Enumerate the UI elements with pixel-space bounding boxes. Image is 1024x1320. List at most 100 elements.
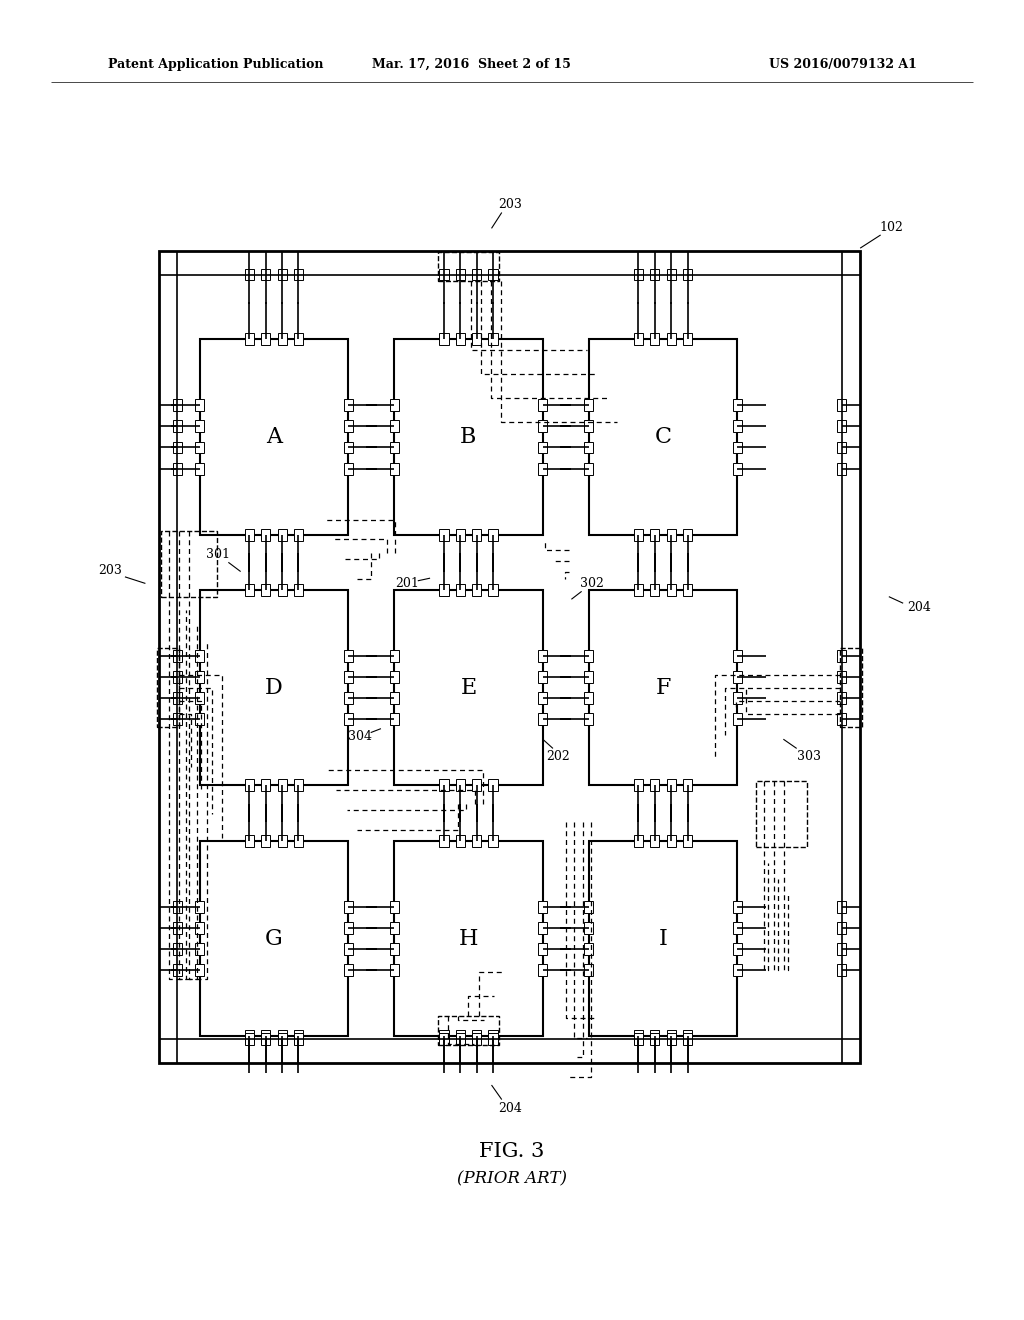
Bar <box>650 779 659 791</box>
Bar <box>200 841 348 1036</box>
Bar <box>667 583 676 595</box>
Bar <box>733 923 741 935</box>
Bar <box>389 902 399 913</box>
Bar <box>488 1032 498 1045</box>
Bar <box>733 651 741 663</box>
Bar <box>733 902 741 913</box>
Text: 203: 203 <box>498 198 522 211</box>
Bar <box>195 713 205 726</box>
Bar <box>584 942 594 956</box>
Bar <box>634 583 643 595</box>
Bar <box>343 671 352 684</box>
Bar <box>195 441 205 454</box>
Bar <box>394 339 543 535</box>
Bar <box>584 651 594 663</box>
Bar <box>733 964 741 977</box>
Bar <box>278 836 287 847</box>
Bar <box>733 671 741 684</box>
Bar <box>838 923 847 935</box>
Bar <box>634 836 643 847</box>
Bar <box>667 528 676 541</box>
Bar <box>584 923 594 935</box>
Bar <box>733 942 741 956</box>
Text: US 2016/0079132 A1: US 2016/0079132 A1 <box>769 58 916 71</box>
Bar <box>245 583 254 595</box>
Bar <box>733 441 741 454</box>
Bar <box>172 964 182 977</box>
Bar <box>245 333 254 345</box>
Bar <box>472 333 481 345</box>
Bar <box>294 779 303 791</box>
Bar <box>389 713 399 726</box>
Bar <box>389 463 399 475</box>
Bar <box>634 779 643 791</box>
Bar <box>278 779 287 791</box>
Bar <box>838 420 847 433</box>
Bar <box>667 333 676 345</box>
Bar <box>294 583 303 595</box>
Bar <box>472 1032 481 1045</box>
Bar <box>195 923 205 935</box>
Bar <box>343 463 352 475</box>
Bar <box>245 528 254 541</box>
Bar <box>261 779 270 791</box>
Bar <box>838 671 847 684</box>
Bar <box>389 651 399 663</box>
Bar <box>584 399 594 412</box>
Bar <box>343 923 352 935</box>
Bar <box>456 528 465 541</box>
Bar <box>439 268 449 280</box>
Bar <box>472 268 481 280</box>
Bar <box>838 713 847 726</box>
Bar <box>456 583 465 595</box>
Bar <box>389 923 399 935</box>
Bar <box>539 399 548 412</box>
Bar <box>584 441 594 454</box>
Text: 303: 303 <box>797 750 821 763</box>
Bar <box>584 902 594 913</box>
Bar <box>195 942 205 956</box>
Bar <box>261 836 270 847</box>
Text: E: E <box>461 677 476 698</box>
Text: 304: 304 <box>348 730 373 743</box>
Bar <box>472 1030 481 1043</box>
Bar <box>683 333 692 345</box>
Bar <box>172 942 182 956</box>
Bar <box>650 528 659 541</box>
Bar <box>172 441 182 454</box>
Bar <box>172 651 182 663</box>
Bar <box>634 333 643 345</box>
Bar <box>439 1030 449 1043</box>
Bar <box>667 779 676 791</box>
Bar <box>634 268 643 280</box>
Bar <box>667 1032 676 1045</box>
Bar <box>683 528 692 541</box>
Bar <box>294 1032 303 1045</box>
Bar <box>539 651 548 663</box>
Bar <box>539 463 548 475</box>
Bar <box>488 779 498 791</box>
Bar <box>584 964 594 977</box>
Bar <box>343 713 352 726</box>
Bar <box>589 339 737 535</box>
Bar <box>389 420 399 433</box>
Text: (PRIOR ART): (PRIOR ART) <box>457 1171 567 1187</box>
Bar <box>278 1032 287 1045</box>
Bar <box>456 779 465 791</box>
Bar <box>838 902 847 913</box>
Bar <box>294 528 303 541</box>
Bar <box>294 268 303 280</box>
Bar <box>539 713 548 726</box>
Bar <box>488 1030 498 1043</box>
Bar <box>838 463 847 475</box>
Bar <box>389 942 399 956</box>
Bar <box>172 399 182 412</box>
Bar <box>683 268 692 280</box>
Bar <box>343 692 352 704</box>
Bar <box>683 1030 692 1043</box>
Bar <box>343 441 352 454</box>
Text: Mar. 17, 2016  Sheet 2 of 15: Mar. 17, 2016 Sheet 2 of 15 <box>372 58 570 71</box>
Bar <box>488 528 498 541</box>
Bar <box>389 964 399 977</box>
Bar <box>539 942 548 956</box>
